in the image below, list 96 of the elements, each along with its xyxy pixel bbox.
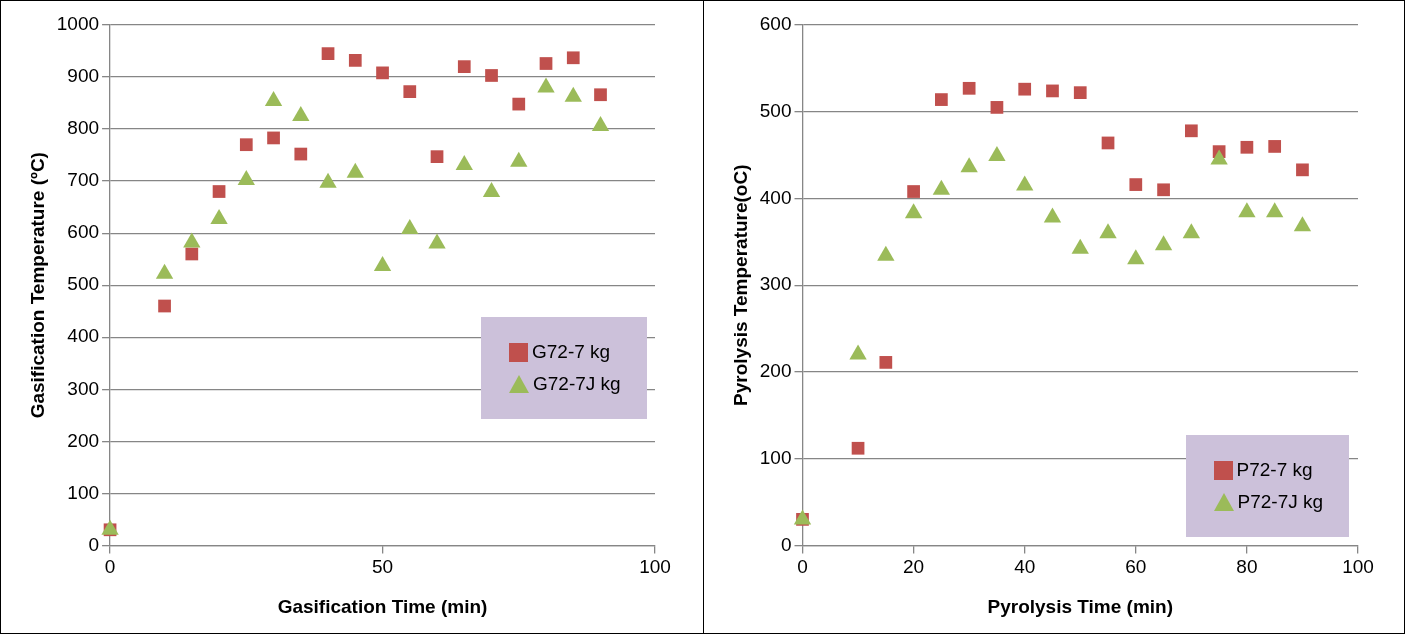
point (1184, 124, 1198, 138)
point (1043, 207, 1061, 223)
point (934, 93, 948, 106)
point (1017, 82, 1031, 96)
point (1045, 84, 1059, 98)
point (876, 245, 894, 261)
point (1209, 149, 1228, 165)
y-tick-label: 300 (759, 273, 791, 295)
y-tick-label: 600 (759, 13, 791, 35)
point (510, 151, 528, 167)
point (1154, 235, 1172, 251)
point (292, 106, 310, 122)
point (210, 209, 228, 225)
point (403, 85, 417, 98)
point (1240, 140, 1253, 154)
y-tick-label: 400 (759, 186, 791, 208)
point (959, 157, 978, 173)
point (457, 60, 471, 73)
point (537, 77, 555, 93)
point (594, 88, 607, 102)
point (239, 138, 253, 152)
point (566, 51, 580, 65)
point (185, 247, 199, 261)
x-tick-label: 100 (1341, 556, 1374, 578)
point (1098, 223, 1117, 239)
x-tick-label: 80 (1235, 556, 1257, 578)
y-tick-label: 600 (67, 221, 100, 243)
point (267, 131, 280, 145)
point (1126, 249, 1144, 265)
point (1265, 202, 1283, 218)
x-tick-label: 60 (1124, 556, 1146, 578)
point (1071, 238, 1089, 254)
y-tick-label: 500 (759, 99, 791, 121)
legend-label: G72-7 kg (532, 341, 611, 364)
point (962, 81, 976, 95)
point (1182, 223, 1200, 239)
y-tick-label: 200 (67, 429, 100, 451)
legend-label: P72-7 kg (1236, 459, 1313, 482)
y-tick-label: 300 (67, 377, 100, 399)
x-tick-label: 100 (639, 556, 671, 578)
x-tick-label: 0 (104, 556, 116, 578)
y-tick-label: 100 (759, 446, 791, 468)
y-tick-label: 200 (759, 360, 791, 382)
point (183, 232, 201, 248)
point (346, 162, 364, 178)
point (539, 57, 553, 70)
x-tick-label: 40 (1013, 556, 1035, 578)
y-tick-label: 700 (67, 169, 100, 191)
y-tick-label: 400 (67, 325, 100, 347)
x-axis-title: Pyrolysis Time (min) (987, 595, 1173, 617)
point (401, 219, 419, 234)
x-axis-title: Gasification Time (min) (277, 595, 488, 617)
point (990, 101, 1003, 114)
point (237, 170, 255, 186)
y-axis-title: Gasification Temperature (ºC) (26, 152, 48, 419)
point (373, 255, 392, 271)
point (1293, 216, 1311, 232)
point (906, 185, 920, 198)
point (455, 154, 473, 170)
x-tick-label: 50 (371, 556, 394, 578)
y-axis-title: Pyrolysis Temperature(oC) (729, 164, 751, 406)
point (212, 185, 226, 198)
point (485, 69, 498, 82)
point (482, 182, 501, 198)
point (319, 172, 337, 188)
point (1237, 202, 1256, 218)
point (1295, 163, 1309, 177)
point (1267, 140, 1281, 153)
point (376, 66, 389, 80)
point (1015, 175, 1033, 191)
point (428, 233, 446, 249)
y-tick-label: 800 (67, 117, 100, 139)
point (1128, 178, 1142, 191)
point (904, 203, 922, 219)
point (793, 509, 811, 525)
legend-label: P72-7J kg (1237, 491, 1324, 514)
x-tick-label: 20 (902, 556, 924, 578)
point (848, 344, 867, 360)
point (1156, 183, 1170, 197)
point (1073, 86, 1087, 100)
point (321, 47, 335, 60)
point (155, 263, 174, 279)
point (294, 147, 308, 161)
point (512, 97, 526, 111)
point (932, 179, 950, 195)
y-tick-label: 100 (67, 481, 100, 503)
point (348, 54, 362, 67)
y-tick-label: 0 (780, 533, 791, 555)
point (101, 519, 119, 535)
y-tick-label: 900 (67, 65, 100, 87)
legend-label: G72-7J kg (533, 373, 621, 396)
y-tick-label: 500 (67, 273, 100, 295)
y-tick-label: 1000 (56, 13, 100, 35)
x-tick-label: 0 (796, 556, 808, 578)
y-tick-label: 0 (88, 533, 100, 555)
point (430, 150, 444, 164)
